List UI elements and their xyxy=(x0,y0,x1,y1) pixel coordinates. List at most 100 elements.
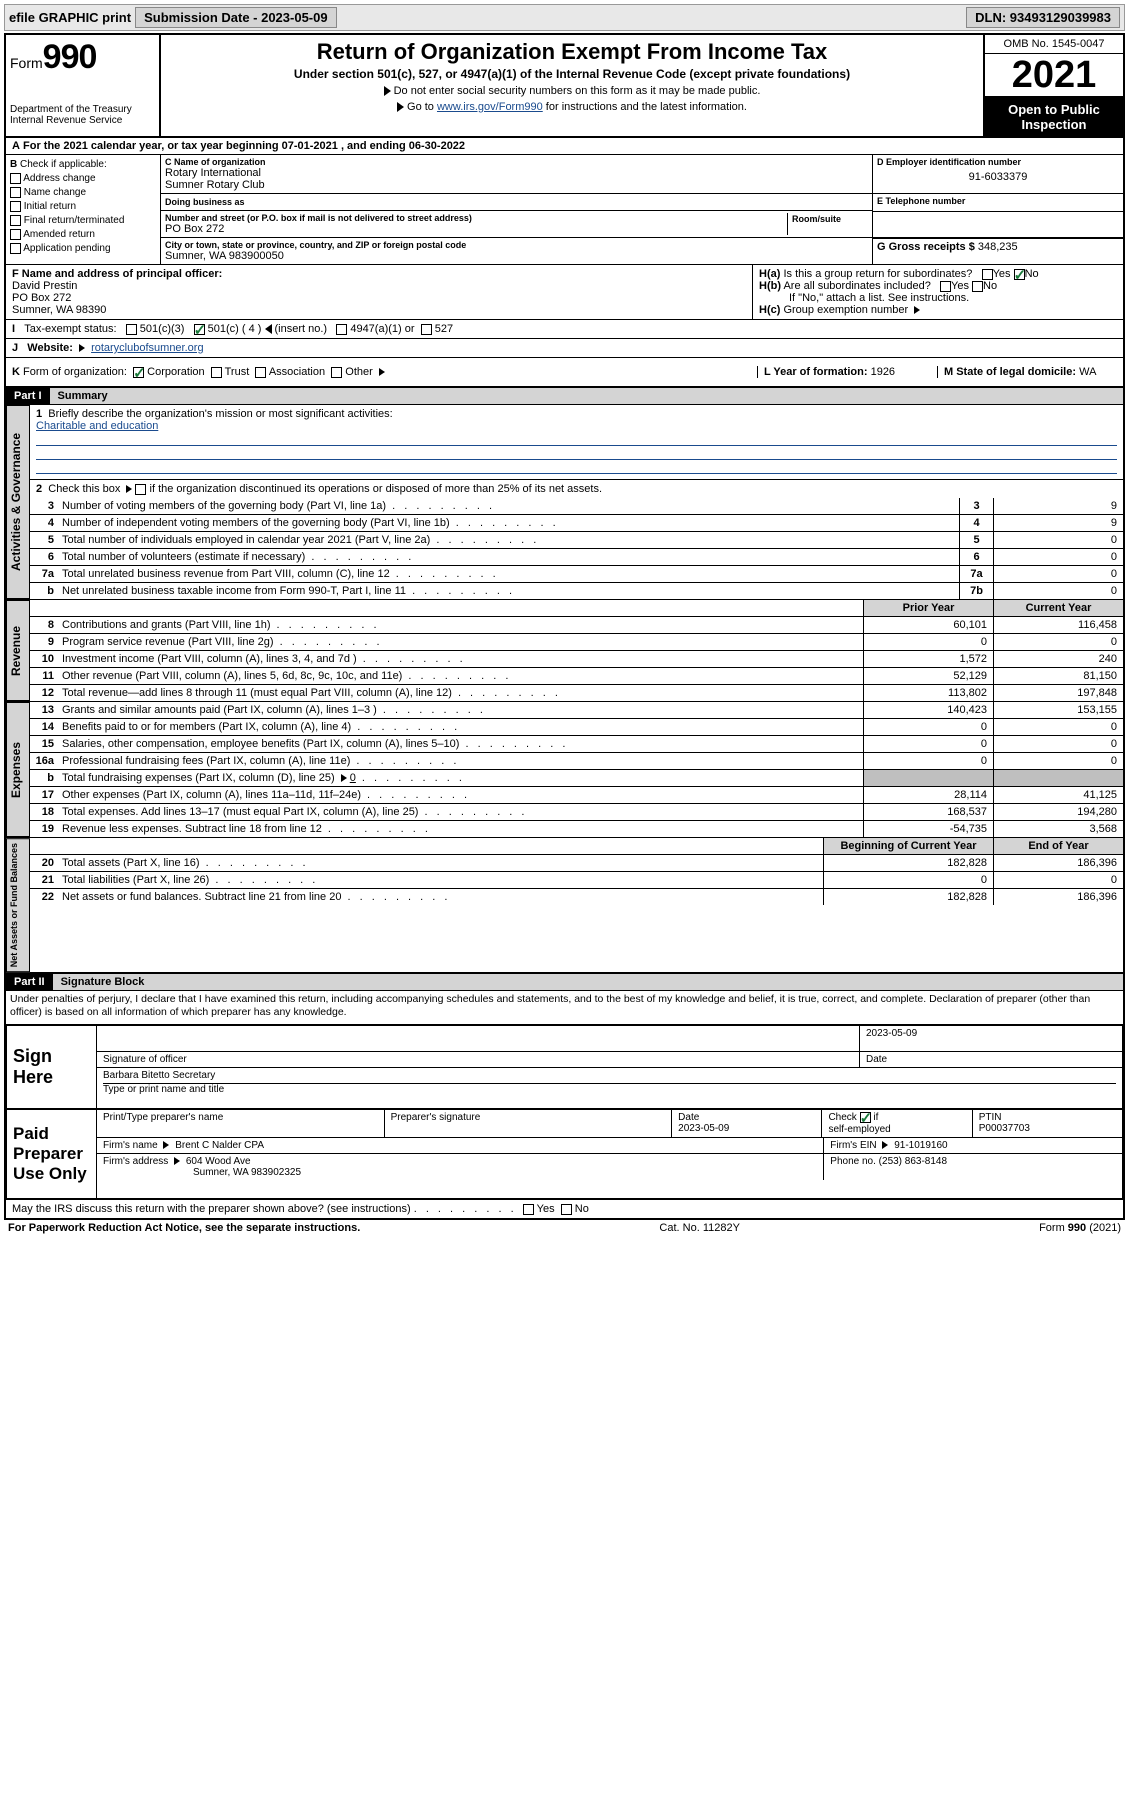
checkbox-final-return[interactable] xyxy=(10,215,21,226)
checkbox-address-change[interactable] xyxy=(10,173,21,184)
mission-text[interactable]: Charitable and education xyxy=(36,420,158,432)
ptin-cell: PTINP00037703 xyxy=(973,1110,1122,1136)
checkbox-trust[interactable] xyxy=(211,367,222,378)
checkbox-501c3[interactable] xyxy=(126,324,137,335)
col-current-year: Current Year xyxy=(993,600,1123,616)
form-subtitle: Under section 501(c), 527, or 4947(a)(1)… xyxy=(167,67,977,81)
exp-line-13: 13 Grants and similar amounts paid (Part… xyxy=(30,702,1123,719)
exp-line-19: 19 Revenue less expenses. Subtract line … xyxy=(30,821,1123,837)
gross-receipts-label: G Gross receipts $ xyxy=(877,241,975,253)
city-value: Sumner, WA 983900050 xyxy=(165,250,868,262)
rev-line-11: 11 Other revenue (Part VIII, column (A),… xyxy=(30,668,1123,685)
line-1-mission: 1 Briefly describe the organization's mi… xyxy=(30,405,1123,479)
gov-line-4: 4 Number of independent voting members o… xyxy=(30,515,1123,532)
org-name-2: Sumner Rotary Club xyxy=(165,179,868,191)
sign-here-section: Sign Here 2023-05-09 Signature of office… xyxy=(6,1024,1123,1109)
checkbox-association[interactable] xyxy=(255,367,266,378)
line-k-form-org: K Form of organization: Corporation Trus… xyxy=(6,358,1123,388)
checkbox-initial-return[interactable] xyxy=(10,201,21,212)
ein-value: 91-6033379 xyxy=(877,167,1119,183)
firm-addr1: 604 Wood Ave xyxy=(186,1156,251,1167)
arrow-icon xyxy=(914,306,920,314)
form-header: Form990 Department of the Treasury Inter… xyxy=(6,35,1123,138)
checkbox-self-employed[interactable] xyxy=(860,1112,871,1123)
website-link[interactable]: rotaryclubofsumner.org xyxy=(91,342,204,354)
page-footer: For Paperwork Reduction Act Notice, see … xyxy=(4,1220,1125,1236)
phone-label: E Telephone number xyxy=(877,196,1119,206)
col-beginning-year: Beginning of Current Year xyxy=(823,838,993,854)
self-employed-cell: Check ifself-employed xyxy=(822,1110,972,1136)
officer-name-title: Barbara Bitetto Secretary xyxy=(103,1070,1116,1084)
checkbox-ha-yes[interactable] xyxy=(982,269,993,280)
tax-year: 2021 xyxy=(985,54,1123,98)
checkbox-hb-no[interactable] xyxy=(972,281,983,292)
irs-form990-link[interactable]: www.irs.gov/Form990 xyxy=(437,101,543,113)
may-irs-discuss: May the IRS discuss this return with the… xyxy=(6,1199,1123,1218)
line-2-discontinued: 2 Check this box if the organization dis… xyxy=(30,479,1123,498)
arrow-icon xyxy=(79,344,85,352)
dln-button[interactable]: DLN: 93493129039983 xyxy=(966,7,1120,28)
checkbox-discontinued[interactable] xyxy=(135,484,146,495)
omb-number: OMB No. 1545-0047 xyxy=(985,35,1123,54)
firm-name-label: Firm's name xyxy=(103,1140,158,1151)
officer-addr1: PO Box 272 xyxy=(12,292,71,304)
exp-line-14: 14 Benefits paid to or for members (Part… xyxy=(30,719,1123,736)
line-j-website: J Website: rotaryclubofsumner.org xyxy=(6,339,1123,358)
paperwork-notice: For Paperwork Reduction Act Notice, see … xyxy=(8,1222,360,1234)
org-name-1: Rotary International xyxy=(165,167,868,179)
triangle-icon xyxy=(384,86,391,96)
form-number: 990 xyxy=(43,38,97,76)
org-name-label: C Name of organization xyxy=(165,157,868,167)
vtab-net-assets: Net Assets or Fund Balances xyxy=(6,838,30,972)
exp-line-15: 15 Salaries, other compensation, employe… xyxy=(30,736,1123,753)
checkbox-corporation[interactable] xyxy=(133,367,144,378)
line-a-taxyear: A For the 2021 calendar year, or tax yea… xyxy=(6,138,1123,155)
sign-here-label: Sign Here xyxy=(7,1026,97,1108)
state-domicile-value: WA xyxy=(1079,366,1096,378)
sign-date: 2023-05-09 xyxy=(860,1026,1122,1051)
checkbox-application-pending[interactable] xyxy=(10,243,21,254)
form-page-ref: Form 990 (2021) xyxy=(1039,1222,1121,1234)
form-number-block: Form990 xyxy=(10,39,155,76)
checkbox-4947[interactable] xyxy=(336,324,347,335)
preparer-date-label: Date2023-05-09 xyxy=(672,1110,822,1136)
checkbox-name-change[interactable] xyxy=(10,187,21,198)
checkbox-discuss-yes[interactable] xyxy=(523,1204,534,1215)
exp-line-b: b Total fundraising expenses (Part IX, c… xyxy=(30,770,1123,787)
exp-line-16a: 16a Professional fundraising fees (Part … xyxy=(30,753,1123,770)
form-prefix: Form xyxy=(10,55,43,71)
ptin-value: P00037703 xyxy=(979,1123,1030,1134)
phone-value: (253) 863-8148 xyxy=(879,1156,947,1167)
top-toolbar: efile GRAPHIC print Submission Date - 20… xyxy=(4,4,1125,31)
checkbox-discuss-no[interactable] xyxy=(561,1204,572,1215)
goto-note: Go to www.irs.gov/Form990 for instructio… xyxy=(167,101,977,113)
preparer-sig-label: Preparer's signature xyxy=(385,1110,673,1136)
checkbox-other[interactable] xyxy=(331,367,342,378)
checkbox-hb-yes[interactable] xyxy=(940,281,951,292)
triangle-icon xyxy=(397,102,404,112)
checkbox-527[interactable] xyxy=(421,324,432,335)
phone-label: Phone no. xyxy=(830,1156,876,1167)
section-b-checkboxes: B Check if applicable: Address change Na… xyxy=(6,155,161,264)
city-label: City or town, state or province, country… xyxy=(165,240,868,250)
part-2-header: Part IISignature Block xyxy=(6,974,1123,991)
firm-addr2: Sumner, WA 983902325 xyxy=(103,1167,301,1178)
hb-note: If "No," attach a list. See instructions… xyxy=(759,292,1117,304)
gov-line-5: 5 Total number of individuals employed i… xyxy=(30,532,1123,549)
checkbox-501c[interactable] xyxy=(194,324,205,335)
ssn-note: Do not enter social security numbers on … xyxy=(167,85,977,97)
col-prior-year: Prior Year xyxy=(863,600,993,616)
firm-ein-value: 91-1019160 xyxy=(894,1140,947,1151)
section-f-officer: F Name and address of principal officer:… xyxy=(6,265,753,319)
dba-label: Doing business as xyxy=(165,197,245,207)
exp-line-17: 17 Other expenses (Part IX, column (A), … xyxy=(30,787,1123,804)
rev-line-10: 10 Investment income (Part VIII, column … xyxy=(30,651,1123,668)
net-line-20: 20 Total assets (Part X, line 16) 182,82… xyxy=(30,855,1123,872)
checkbox-amended-return[interactable] xyxy=(10,229,21,240)
cat-number: Cat. No. 11282Y xyxy=(659,1222,740,1234)
checkbox-ha-no[interactable] xyxy=(1014,269,1025,280)
gov-line-7a: 7a Total unrelated business revenue from… xyxy=(30,566,1123,583)
vtab-revenue: Revenue xyxy=(6,600,30,701)
submission-date-button[interactable]: Submission Date - 2023-05-09 xyxy=(135,7,337,28)
paid-preparer-label: Paid Preparer Use Only xyxy=(7,1110,97,1198)
